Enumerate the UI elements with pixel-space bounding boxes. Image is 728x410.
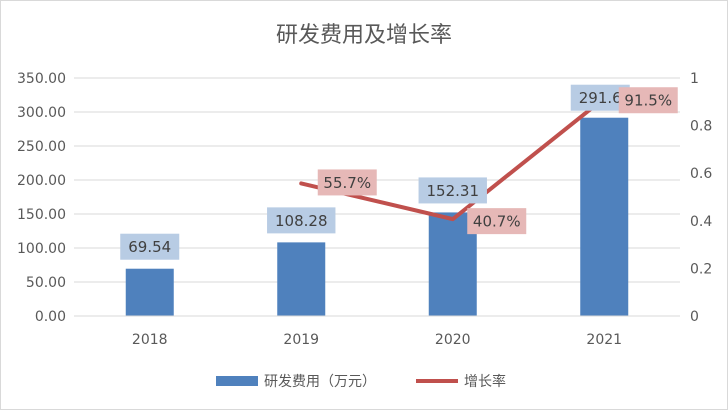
chart-title: 研发费用及增长率	[276, 23, 452, 48]
bar-value-label: 291.6	[579, 89, 622, 107]
bar-value-label-bg	[267, 207, 336, 234]
bar-value-label: 108.28	[275, 212, 328, 230]
left-axis: 0.00 50.00 100.00 150.00 200.00 250.00 300.00 3…	[17, 71, 66, 325]
left-tick-label: 350.00	[17, 71, 66, 87]
bar-value-label-bg	[418, 177, 487, 204]
bar-value-label-bg	[120, 233, 180, 260]
left-tick-label: 0.00	[35, 309, 66, 325]
legend-label-bar: 研发费用（万元）	[264, 374, 376, 390]
x-tick-label: 2021	[586, 332, 622, 348]
bar-value-label: 69.54	[128, 238, 171, 256]
right-tick-label: 1	[690, 71, 699, 87]
legend-swatch-bar	[216, 376, 258, 386]
right-tick-label: 0.2	[690, 261, 712, 277]
bar	[277, 242, 326, 316]
growth-rate-label-bg	[317, 169, 377, 196]
left-tick-label: 150.00	[17, 207, 66, 223]
right-tick-label: 0	[690, 309, 699, 325]
data-labels: 69.54 108.28 152.31 291.6 55.7% 40.7% 91.5%	[120, 84, 678, 260]
growth-rate-label: 40.7%	[473, 213, 521, 231]
growth-rate-label: 91.5%	[624, 92, 672, 110]
x-axis: 2018 2019 2020 2021	[74, 315, 680, 348]
x-tick-label: 2019	[283, 332, 319, 348]
right-axis: 0 0.2 0.4 0.6 0.8 1	[690, 71, 712, 325]
left-tick-label: 200.00	[17, 173, 66, 189]
bar	[125, 268, 174, 316]
right-tick-label: 0.8	[690, 119, 712, 135]
right-tick-label: 0.4	[690, 214, 712, 230]
x-tick-label: 2020	[435, 332, 471, 348]
right-tick-label: 0.6	[690, 166, 712, 182]
legend-label-line: 增长率	[464, 373, 506, 390]
bar-series	[125, 117, 629, 316]
left-tick-label: 250.00	[17, 139, 66, 155]
left-tick-label: 300.00	[17, 105, 66, 121]
left-tick-label: 50.00	[26, 275, 66, 291]
growth-rate-label-bg	[618, 87, 678, 114]
growth-rate-label: 55.7%	[323, 174, 371, 192]
bar	[580, 117, 629, 316]
x-tick-label: 2018	[132, 332, 168, 348]
bar-value-label: 152.31	[427, 182, 480, 200]
legend: 研发费用（万元） 增长率	[216, 373, 506, 390]
growth-rate-label-bg	[467, 208, 527, 235]
left-tick-label: 100.00	[17, 241, 66, 257]
